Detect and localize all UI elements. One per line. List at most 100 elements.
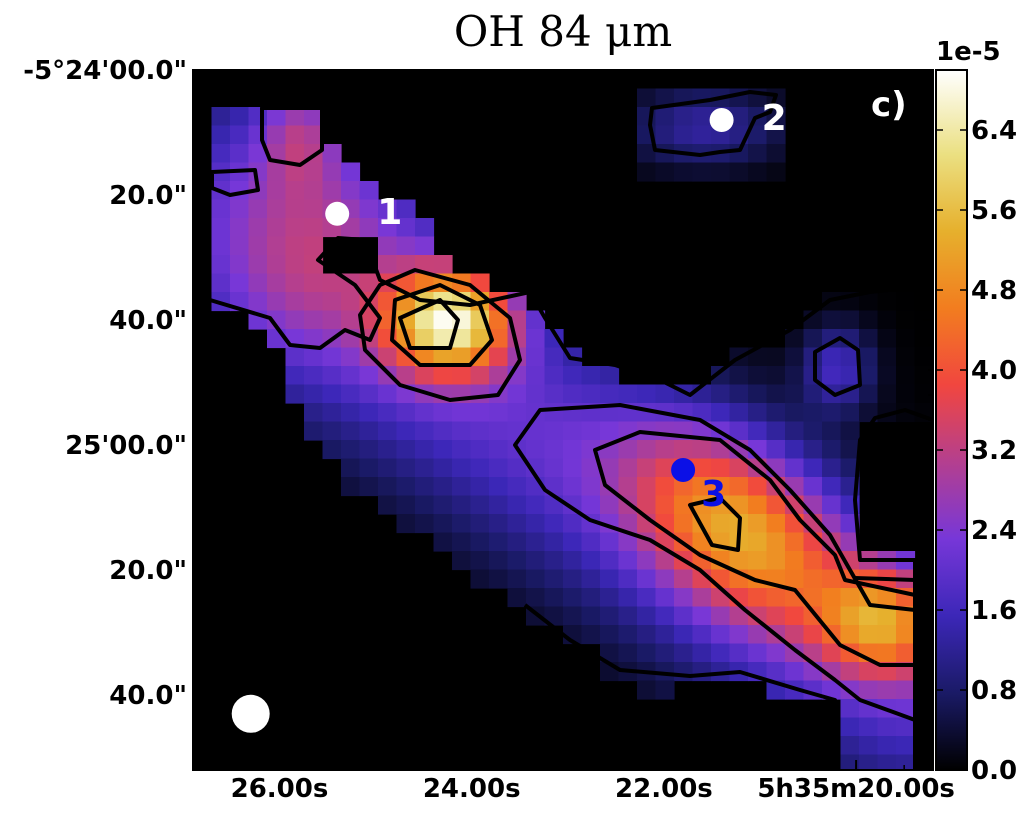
colorbar: 1e-5 0.0 0.8 1.6 2.4 3.2 4.0 4.8 5.6 6.4 <box>935 37 1017 786</box>
x-tick-label: 22.00s <box>615 774 713 804</box>
contour-line <box>390 283 494 367</box>
map-pixel <box>544 551 564 571</box>
map-pixel <box>230 199 250 219</box>
map-pixel <box>859 754 879 770</box>
map-pixel <box>433 495 453 515</box>
map-pixel <box>489 403 509 423</box>
map-pixel <box>729 421 749 441</box>
map-pixel <box>766 532 786 552</box>
map-pixel <box>304 181 324 201</box>
contour-line <box>358 268 522 402</box>
map-pixel <box>211 144 231 164</box>
map-pixel <box>322 310 342 330</box>
contour-line <box>260 106 324 167</box>
map-pixel <box>248 292 268 312</box>
map-pixel <box>507 347 527 367</box>
map-pixel <box>396 255 416 275</box>
map-pixel <box>563 477 583 497</box>
map-pixel <box>896 366 916 386</box>
map-pixel <box>822 588 842 608</box>
map-pixel <box>581 551 601 571</box>
map-pixel <box>822 606 842 626</box>
major-ticks <box>193 69 933 770</box>
map-pixel <box>785 458 805 478</box>
map-pixel <box>285 199 305 219</box>
map-pixel <box>433 514 453 534</box>
map-pixel <box>822 458 842 478</box>
map-pixel <box>655 88 675 108</box>
map-pixel <box>859 329 879 349</box>
plot-area <box>192 69 934 771</box>
map-pixel <box>396 236 416 256</box>
map-pixel <box>341 384 361 404</box>
colorbar-tick-label: 1.6 <box>971 596 1017 626</box>
map-pixel <box>674 477 694 497</box>
map-pixel <box>526 403 546 423</box>
map-pixel <box>359 310 379 330</box>
map-pixel <box>304 125 324 145</box>
map-pixel <box>859 680 879 700</box>
map-pixel <box>526 310 546 330</box>
map-pixel <box>285 181 305 201</box>
map-pixel <box>322 440 342 460</box>
map-pixel <box>803 588 823 608</box>
map-pixel <box>489 421 509 441</box>
map-pixel <box>859 347 879 367</box>
map-pixel <box>674 625 694 645</box>
map-pixel <box>526 569 546 589</box>
map-pixel <box>396 421 416 441</box>
map-pixel <box>840 347 860 367</box>
map-pixel <box>655 440 675 460</box>
map-pixel <box>859 736 879 756</box>
map-pixel <box>822 514 842 534</box>
map-pixel <box>285 384 305 404</box>
map-pixel <box>729 625 749 645</box>
map-pixel <box>896 329 916 349</box>
map-pixel <box>692 477 712 497</box>
contour-line <box>398 298 460 350</box>
map-pixel <box>637 162 657 182</box>
map-pixel <box>822 347 842 367</box>
map-pixel <box>600 532 620 552</box>
map-pixel <box>470 329 490 349</box>
map-pixel <box>544 403 564 423</box>
map-pixel <box>822 440 842 460</box>
map-pixel <box>526 514 546 534</box>
y-tick-label: -5°24'00.0" <box>23 56 187 86</box>
map-pixel <box>452 532 472 552</box>
map-pixel <box>655 662 675 682</box>
contour-line <box>210 168 260 197</box>
map-pixel <box>304 403 324 423</box>
map-pixel <box>304 107 324 127</box>
map-pixel <box>840 754 860 770</box>
map-pixel <box>470 551 490 571</box>
map-pixel <box>415 514 435 534</box>
map-pixel <box>785 606 805 626</box>
map-pixel <box>914 292 933 312</box>
map-pixel <box>433 440 453 460</box>
map-pixel <box>655 643 675 663</box>
map-pixel <box>489 477 509 497</box>
map-pixel <box>618 440 638 460</box>
map-pixel <box>729 162 749 182</box>
map-pixel <box>544 532 564 552</box>
map-pixel <box>415 458 435 478</box>
map-pixel <box>766 366 786 386</box>
map-pixel <box>563 532 583 552</box>
map-pixel <box>896 310 916 330</box>
y-tick-label: 20.0" <box>109 181 187 211</box>
map-pixel <box>211 236 231 256</box>
map-pixel <box>230 255 250 275</box>
map-pixel <box>526 532 546 552</box>
map-pixel <box>322 162 342 182</box>
map-pixel <box>452 347 472 367</box>
map-pixel <box>840 440 860 460</box>
map-pixel <box>507 403 527 423</box>
map-pixel <box>267 292 287 312</box>
map-pixel <box>378 366 398 386</box>
map-pixel <box>766 125 786 145</box>
contour-line <box>513 403 917 722</box>
map-pixel <box>581 421 601 441</box>
map-pixel <box>618 625 638 645</box>
map-pixel <box>285 347 305 367</box>
